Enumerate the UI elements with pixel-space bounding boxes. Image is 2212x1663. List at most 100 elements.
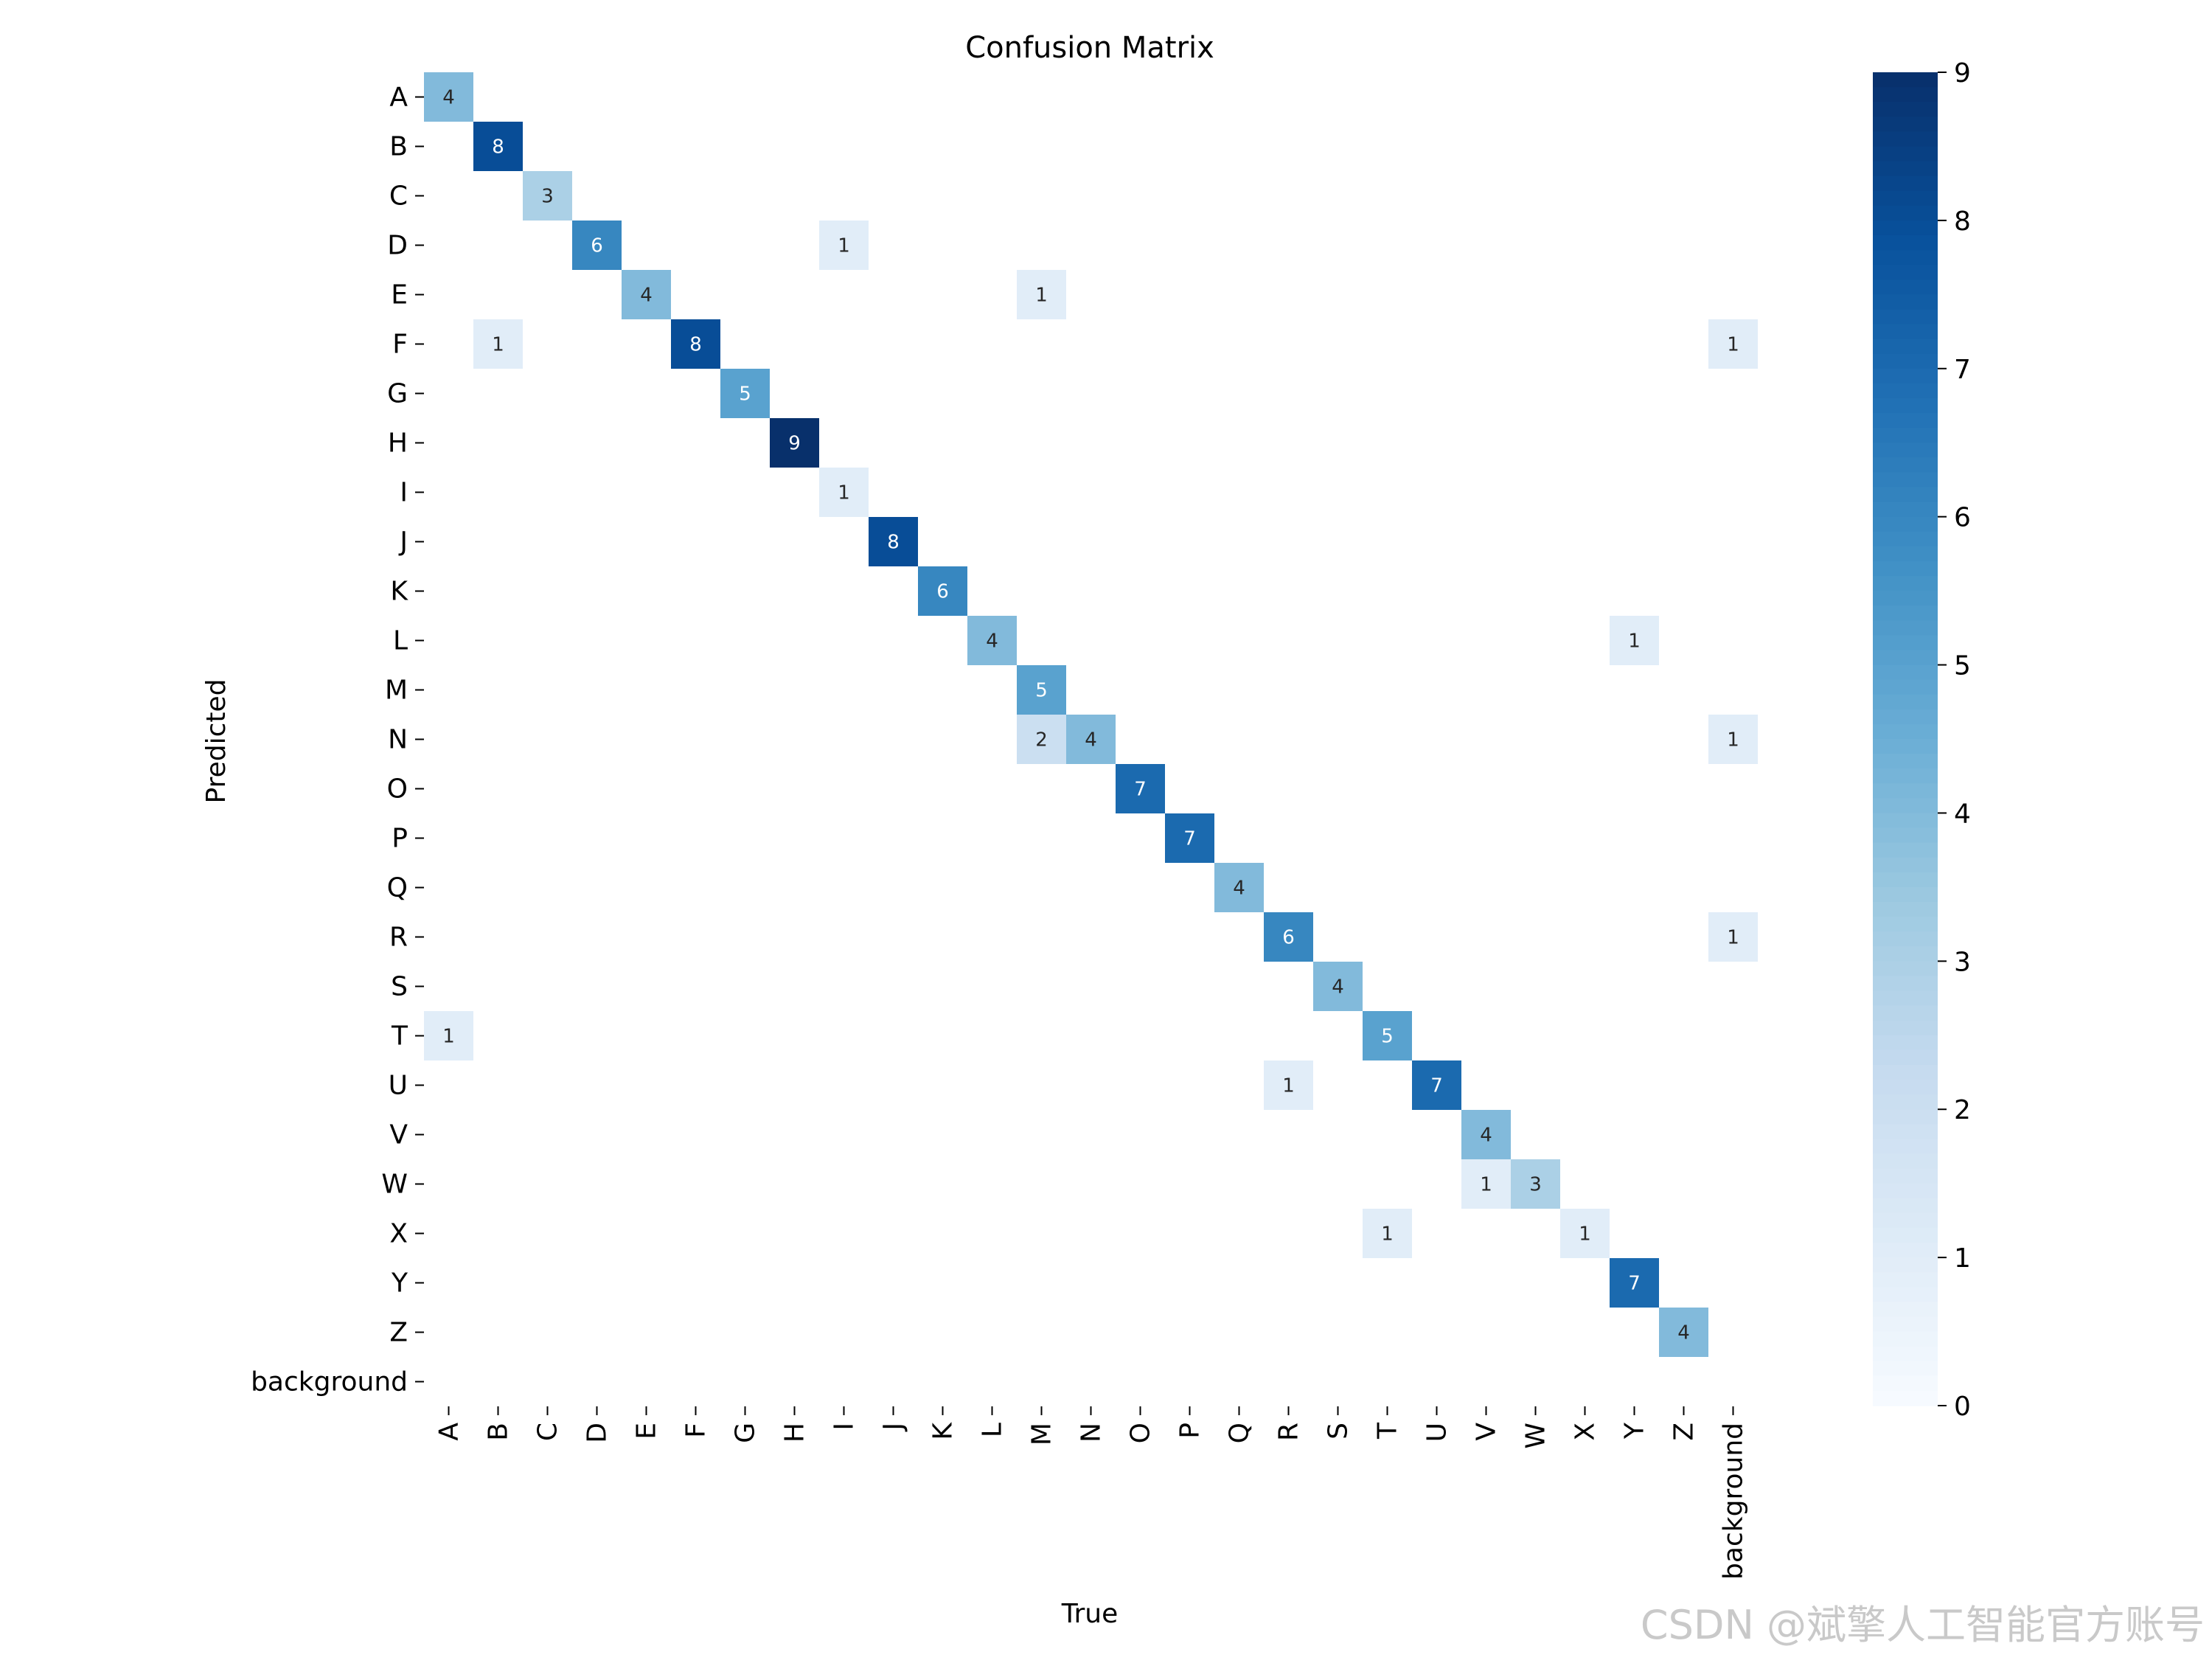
heatmap-cell: [1610, 1258, 1659, 1308]
colorbar-segment: [1873, 1139, 1938, 1155]
y-tick-label: P: [392, 824, 408, 854]
x-tick-label: O: [1126, 1423, 1156, 1443]
colorbar-segment: [1873, 1153, 1938, 1170]
heatmap-cell: [1511, 1159, 1560, 1209]
colorbar-segment: [1873, 428, 1938, 444]
heatmap-cell: [1017, 715, 1066, 764]
colorbar-segment: [1873, 872, 1938, 888]
x-tick-label: N: [1077, 1423, 1107, 1442]
y-tick-label: M: [385, 676, 408, 706]
x-tick-label: P: [1175, 1423, 1206, 1439]
colorbar-segment: [1873, 1316, 1938, 1333]
y-tick-label: Q: [387, 873, 408, 903]
colorbar-segment: [1873, 1049, 1938, 1066]
cell-value-label: 6: [936, 581, 949, 603]
colorbar-tick-label: 0: [1954, 1392, 1971, 1422]
colorbar-segment: [1873, 754, 1938, 769]
heatmap-cell: [918, 566, 967, 616]
heatmap-cell: [523, 171, 572, 221]
y-tick-label: X: [389, 1219, 408, 1249]
colorbar-segment: [1873, 1094, 1938, 1111]
colorbar-tick-label: 3: [1954, 947, 1971, 977]
colorbar-tick-label: 6: [1954, 503, 1971, 533]
y-tick-label: H: [388, 428, 408, 459]
colorbar-segment: [1873, 1198, 1938, 1214]
cell-value-label: 1: [1727, 729, 1739, 751]
cell-value-label: 4: [640, 285, 653, 307]
cell-value-label: 3: [1529, 1174, 1542, 1196]
x-tick-label: K: [928, 1422, 959, 1440]
cell-value-label: 3: [541, 186, 554, 208]
heatmap-cell: [1412, 1060, 1461, 1110]
colorbar-segment: [1873, 827, 1938, 844]
colorbar-segment: [1873, 368, 1938, 384]
colorbar-segment: [1873, 87, 1938, 103]
colorbar-segment: [1873, 161, 1938, 177]
heatmap-cell: [819, 221, 869, 270]
cell-value-label: 4: [1677, 1322, 1690, 1344]
cell-value-label: 8: [887, 532, 900, 554]
colorbar-segment: [1873, 1212, 1938, 1229]
colorbar-segment: [1873, 1287, 1938, 1303]
colorbar-segment: [1873, 353, 1938, 369]
colorbar-tick-label: 4: [1954, 799, 1971, 829]
colorbar-tick-label: 2: [1954, 1095, 1971, 1125]
cell-value-label: 6: [1282, 927, 1295, 949]
colorbar-segment: [1873, 1390, 1938, 1406]
x-tick-label: C: [533, 1423, 563, 1441]
x-tick-label: J: [879, 1423, 909, 1432]
heatmap-cell: [473, 319, 523, 369]
watermark-text: CSDN @斌擎人工智能官方账号: [1640, 1602, 2205, 1648]
y-tick-label: A: [389, 83, 408, 113]
cell-value-label: 1: [492, 334, 504, 356]
y-tick-label: O: [387, 774, 408, 805]
colorbar-segment: [1873, 1005, 1938, 1021]
y-tick-label: B: [389, 132, 408, 162]
x-tick-label: background: [1719, 1423, 1749, 1580]
cell-value-label: 9: [788, 433, 801, 455]
heatmap-cell: [1066, 715, 1116, 764]
colorbar-segment: [1873, 842, 1938, 858]
heatmap-cell: [720, 369, 770, 418]
colorbar-segment: [1873, 1331, 1938, 1347]
colorbar-segment: [1873, 946, 1938, 962]
colorbar-segment: [1873, 324, 1938, 340]
heatmap-cell: [1363, 1011, 1412, 1060]
chart-title: Confusion Matrix: [965, 31, 1214, 65]
colorbar-segment: [1873, 917, 1938, 932]
colorbar-segment: [1873, 472, 1938, 488]
cell-value-label: 2: [1035, 729, 1048, 751]
x-tick-label: X: [1571, 1423, 1601, 1441]
colorbar-segment: [1873, 265, 1938, 281]
colorbar-segment: [1873, 131, 1938, 147]
colorbar-segment: [1873, 146, 1938, 162]
heatmap-cell: [424, 1011, 473, 1060]
cell-value-label: 5: [1381, 1026, 1394, 1048]
heatmap-cell: [1017, 665, 1066, 715]
colorbar-segment: [1873, 1227, 1938, 1243]
heatmap-cell: [1116, 764, 1165, 813]
heatmap-cell: [572, 221, 622, 270]
cell-value-label: 1: [1727, 927, 1739, 949]
x-tick-label: E: [632, 1423, 662, 1440]
colorbar-segment: [1873, 235, 1938, 251]
colorbar-segment: [1873, 338, 1938, 355]
colorbar-tick-label: 9: [1954, 58, 1971, 88]
colorbar-segment: [1873, 635, 1938, 651]
colorbar-segment: [1873, 679, 1938, 695]
heatmap-cell: [1165, 813, 1214, 863]
colorbar-segment: [1873, 413, 1938, 428]
heatmap-cell: [1708, 912, 1758, 962]
cell-value-label: 4: [1332, 976, 1344, 999]
cell-value-label: 1: [442, 1026, 455, 1048]
colorbar-segment: [1873, 309, 1938, 325]
cell-value-label: 1: [1480, 1174, 1492, 1196]
colorbar-segment: [1873, 1035, 1938, 1051]
colorbar-segment: [1873, 1361, 1938, 1377]
colorbar-tick-label: 8: [1954, 206, 1971, 237]
colorbar-segment: [1873, 531, 1938, 547]
y-tick-label: R: [389, 923, 408, 953]
colorbar-segment: [1873, 487, 1938, 503]
colorbar-segment: [1873, 546, 1938, 562]
